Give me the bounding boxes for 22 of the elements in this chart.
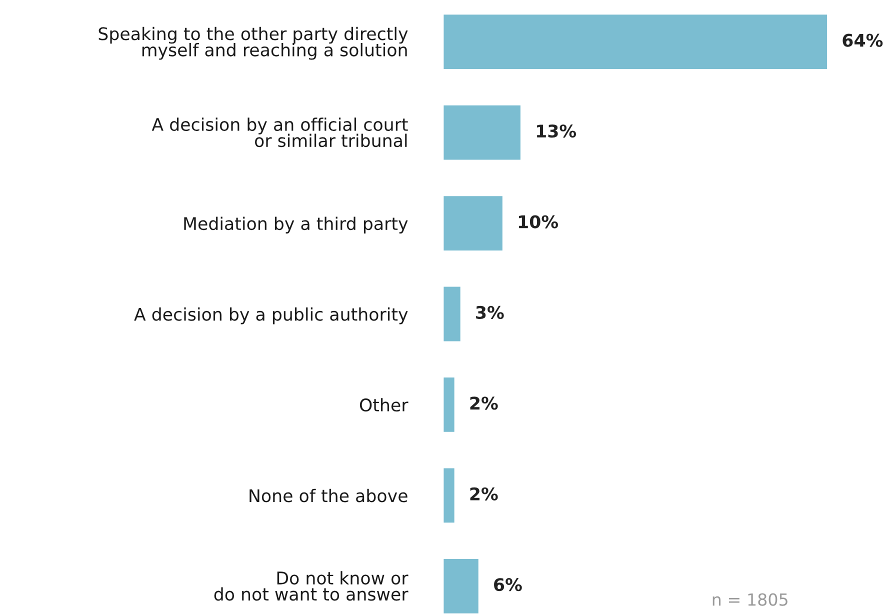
bar [443, 13, 828, 70]
bar [443, 285, 462, 343]
bar [443, 376, 456, 434]
bar [443, 558, 480, 614]
data-label: 2% [470, 396, 498, 410]
data-label: 3% [476, 306, 504, 320]
data-label: 2% [470, 487, 498, 500]
y-tick-label: A decision by a public authority [134, 307, 408, 324]
bar [443, 194, 504, 252]
y-tick-label: Speaking to the other party directly myself and reaching a solution [98, 26, 408, 60]
bar [443, 104, 522, 162]
y-tick-label: Mediation by a third party [184, 216, 408, 234]
data-label: 13% [537, 124, 576, 138]
y-tick-label: None of the above [250, 488, 408, 502]
data-label: 64% [842, 34, 883, 47]
y-tick-label: A decision by an official court or similar tribunal [152, 118, 408, 148]
annotation: n = 1805 [712, 593, 788, 606]
data-label: 10% [518, 215, 558, 228]
bar [443, 466, 456, 524]
data-label: 6% [494, 578, 522, 592]
y-tick-label: Do not know or do not want to answer [214, 571, 408, 601]
y-tick-label: Other [360, 398, 408, 412]
